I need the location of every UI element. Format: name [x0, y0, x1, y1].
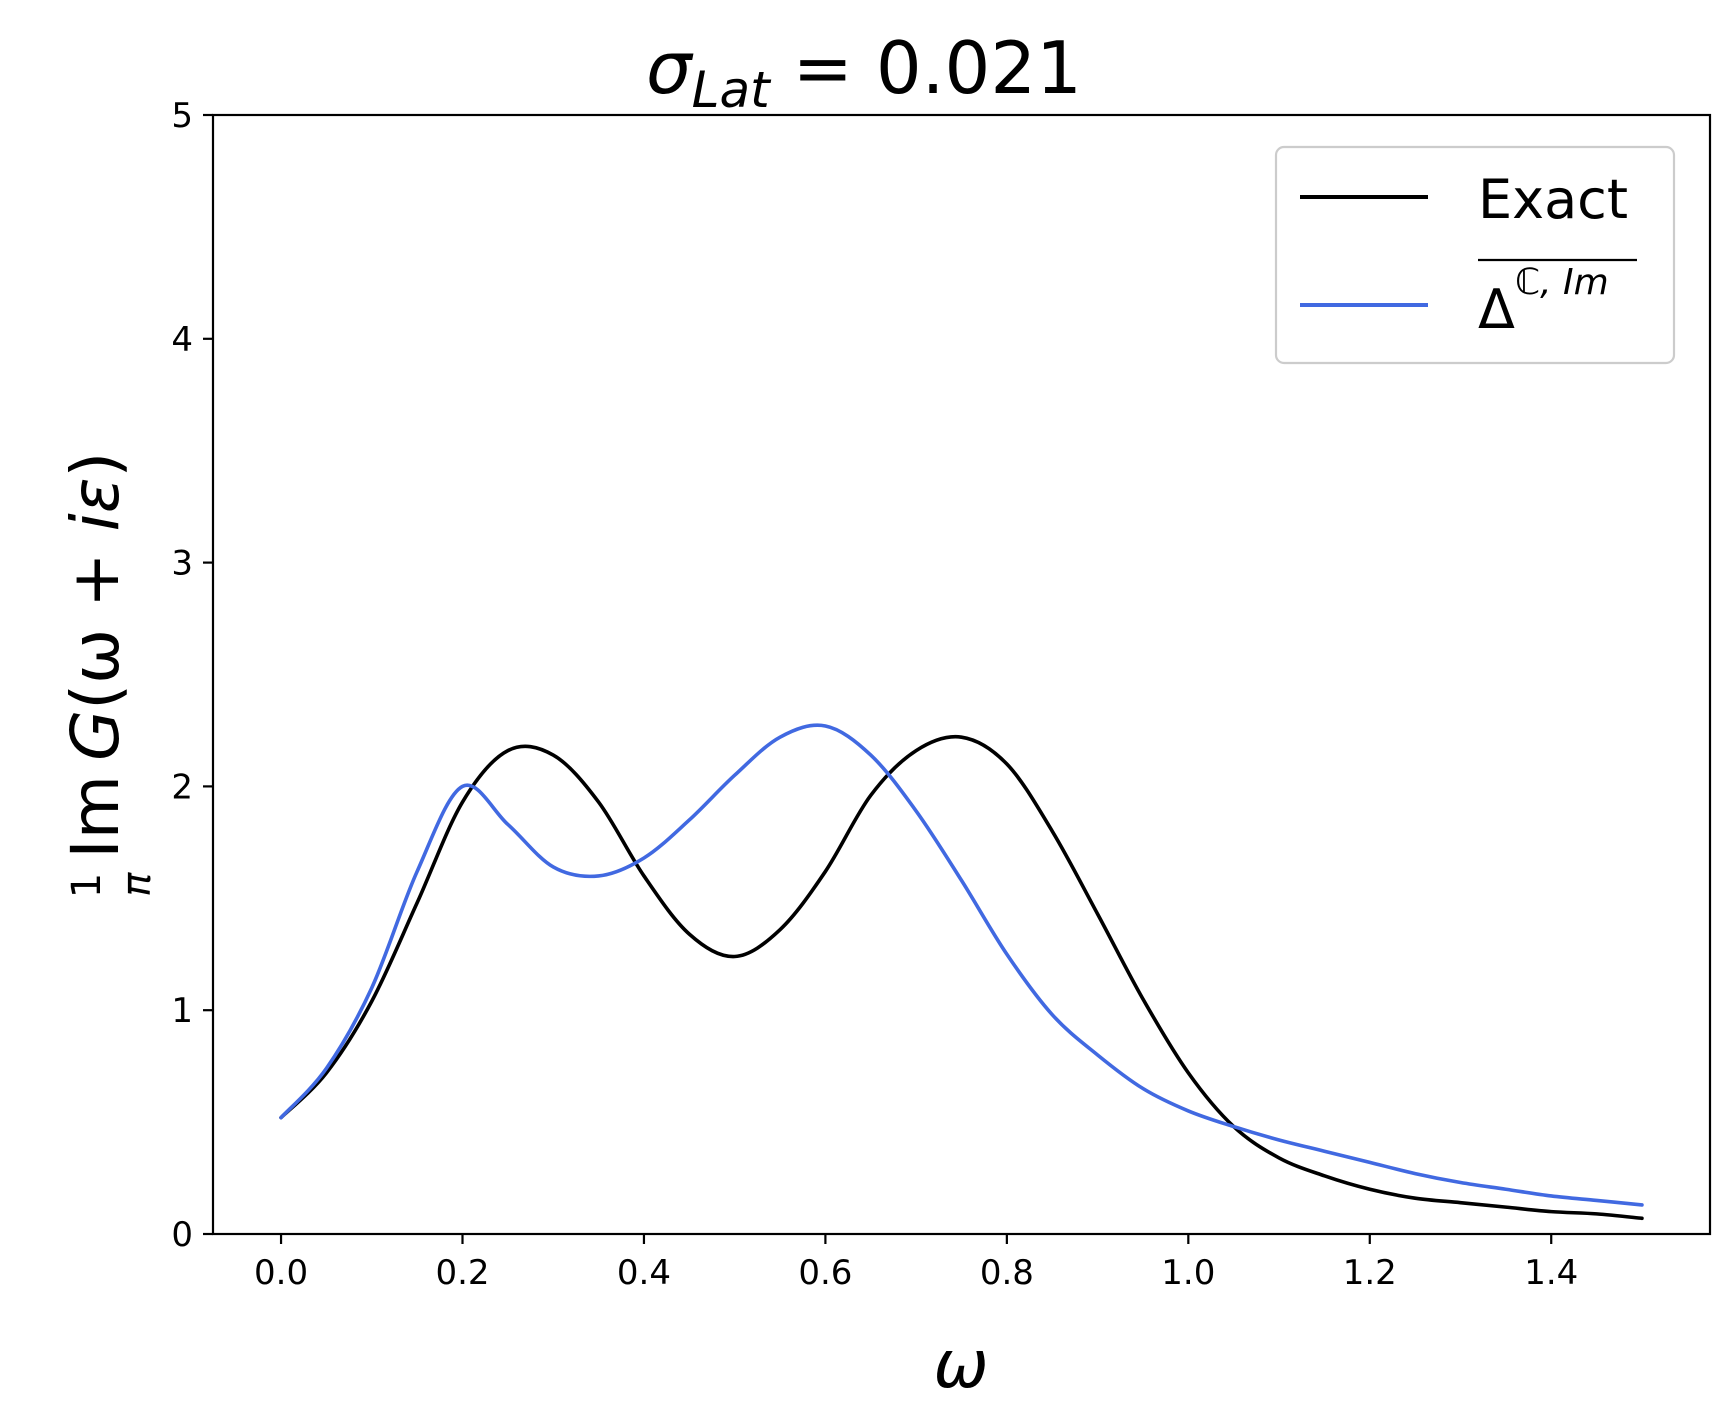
y-label-close: ) — [57, 452, 134, 478]
y-tick-label: 3 — [171, 544, 193, 584]
y-label-g: G — [57, 710, 134, 761]
legend: Exact Δℂ, Im — [1274, 145, 1676, 365]
y-tick-label: 1 — [171, 991, 193, 1031]
x-tick-label: 1.4 — [1524, 1253, 1578, 1293]
x-tick-label: 1.2 — [1343, 1253, 1397, 1293]
legend-label-delta: Δℂ, Im — [1478, 262, 1609, 341]
y-label-frac-den: π — [114, 872, 160, 897]
x-tick-label: 0.4 — [617, 1253, 671, 1293]
plot-frame — [211, 113, 1712, 1236]
legend-label-exact: Exact — [1478, 168, 1628, 231]
x-tick-label: 0.8 — [980, 1253, 1034, 1293]
y-label-im: Im — [57, 775, 134, 859]
y-tick-label: 4 — [171, 320, 193, 360]
y-tick-label: 0 — [171, 1215, 193, 1255]
x-tick-label: 0.2 — [435, 1253, 489, 1293]
x-tick-label: 0.6 — [798, 1253, 852, 1293]
series-line-delta — [279, 723, 1644, 1207]
legend-frame — [1274, 145, 1676, 365]
x-tick-label: 1.0 — [1161, 1253, 1215, 1293]
y-label-i: iε — [57, 477, 134, 531]
x-tick-label: 0.0 — [254, 1253, 308, 1293]
series-layer — [279, 723, 1644, 1221]
chart-title: σLat = 0.021 — [646, 26, 1082, 119]
series-line-exact — [279, 734, 1644, 1221]
x-axis-ticks: 0.0 0.2 0.4 0.6 0.8 1.0 1.2 1.4 — [254, 1234, 1578, 1293]
y-axis-ticks: 0 1 2 3 4 5 — [171, 96, 213, 1255]
y-axis-label: 1 π Im G(ω + iε) — [57, 452, 160, 899]
y-label-arg: (ω + — [57, 532, 134, 710]
y-label-frac-num: 1 — [64, 873, 110, 898]
y-tick-label: 5 — [171, 96, 193, 136]
y-tick-label: 2 — [171, 767, 193, 807]
x-axis-label: ω — [933, 1326, 988, 1403]
